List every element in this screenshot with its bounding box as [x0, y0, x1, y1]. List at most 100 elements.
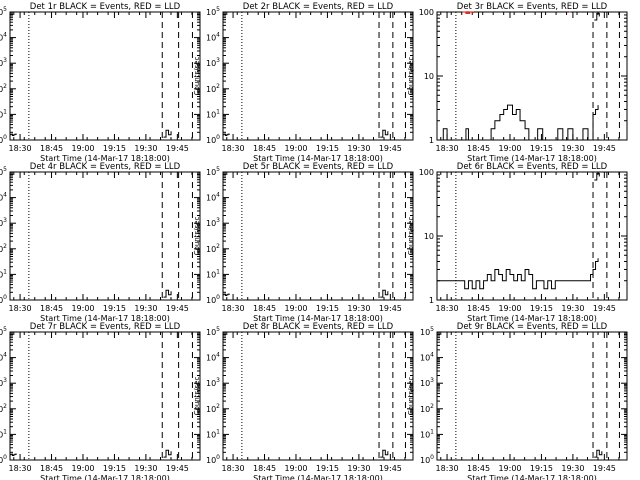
x-axis-label: Start Time (14-Mar-17 18:18:00): [467, 314, 597, 323]
x-tick-label: 19:30: [134, 464, 157, 473]
x-tick-label: 18:30: [222, 144, 245, 153]
x-tick-label: 18:45: [253, 304, 276, 313]
series-line-2: [380, 129, 389, 138]
plot-frame: [222, 11, 414, 141]
y-tick-label: 105: [0, 166, 7, 177]
y-tick-label: 102: [0, 403, 7, 414]
plot-frame: [9, 11, 201, 141]
x-tick-label: 18:30: [436, 304, 459, 313]
detector-panel-2: Det 2r BLACK = Events, RED = LLD Counts/s…: [193, 2, 414, 163]
y-tick-label: 100: [206, 294, 220, 305]
x-tick-label: 19:15: [530, 304, 553, 313]
x-tick-label: 18:30: [9, 304, 32, 313]
y-tick-label: 104: [0, 192, 7, 203]
x-tick-label: 19:15: [316, 304, 339, 313]
x-tick-label: 19:45: [166, 144, 189, 153]
detector-panel-8: Det 8r BLACK = Events, RED = LLD Counts/s…: [193, 322, 414, 480]
y-tick-label: 102: [0, 243, 7, 254]
x-tick-label: 18:30: [9, 144, 32, 153]
x-tick-label: 18:45: [253, 144, 276, 153]
y-axis-label: Counts/sec: [193, 377, 201, 416]
detector-panel-5: Det 5r BLACK = Events, RED = LLD Counts/s…: [193, 162, 414, 323]
x-tick-label: 19:00: [71, 144, 94, 153]
y-axis-label: Counts/sec: [407, 57, 415, 96]
x-tick-label: 19:30: [134, 304, 157, 313]
x-tick-label: 19:45: [593, 144, 616, 153]
series-line-2: [380, 289, 389, 298]
x-tick-label: 19:00: [284, 144, 307, 153]
series-line-1: [594, 449, 603, 458]
y-tick-label: 105: [0, 6, 7, 17]
y-tick-label: 10: [424, 72, 434, 81]
y-tick-label: 1: [429, 136, 434, 145]
y-tick-label: 100: [0, 134, 7, 145]
x-tick-label: 18:45: [467, 144, 490, 153]
x-tick-label: 19:15: [530, 464, 553, 473]
y-axis-label: Counts/sec: [407, 377, 415, 416]
detector-panel-9: Det 9r BLACK = Events, RED = LLD Counts/s…: [407, 322, 628, 480]
panel-title: Det 9r BLACK = Events, RED = LLD: [457, 322, 608, 332]
y-tick-label: 104: [206, 352, 220, 363]
y-tick-label: 105: [206, 166, 220, 177]
y-tick-label: 100: [0, 454, 7, 465]
series-line-1: [380, 449, 389, 458]
y-tick-label: 103: [0, 57, 7, 68]
series-line-2: [163, 129, 172, 138]
x-tick-label: 18:45: [467, 464, 490, 473]
x-tick-label: 19:15: [103, 464, 126, 473]
y-tick-label: 104: [206, 32, 220, 43]
y-tick-label: 104: [420, 352, 434, 363]
detector-panel-3: Det 3r BLACK = Events, RED = LLD Counts/s…: [407, 2, 628, 163]
y-tick-label: 101: [0, 268, 7, 279]
x-axis-label: Start Time (14-Mar-17 18:18:00): [40, 474, 170, 480]
y-tick-label: 103: [206, 57, 220, 68]
x-tick-label: 19:00: [71, 464, 94, 473]
x-tick-label: 19:15: [103, 144, 126, 153]
panel-title: Det 7r BLACK = Events, RED = LLD: [30, 322, 181, 332]
x-tick-label: 19:30: [347, 144, 370, 153]
y-tick-label: 102: [0, 83, 7, 94]
plot-frame: [436, 331, 628, 461]
y-tick-label: 101: [0, 108, 7, 119]
y-tick-label: 100: [419, 168, 434, 177]
series-line-1: [223, 133, 230, 136]
x-axis-label: Start Time (14-Mar-17 18:18:00): [253, 154, 383, 163]
x-axis-label: Start Time (14-Mar-17 18:18:00): [253, 474, 383, 480]
x-axis-label: Start Time (14-Mar-17 18:18:00): [40, 154, 170, 163]
y-tick-label: 101: [206, 268, 220, 279]
y-tick-label: 102: [206, 83, 220, 94]
x-tick-label: 19:30: [561, 304, 584, 313]
detector-panel-7: Det 7r BLACK = Events, RED = LLD Counts/s…: [0, 322, 201, 480]
x-tick-label: 19:15: [316, 464, 339, 473]
y-tick-label: 103: [206, 217, 220, 228]
y-tick-label: 1: [429, 296, 434, 305]
series-line-2: [462, 11, 474, 14]
panel-title: Det 8r BLACK = Events, RED = LLD: [243, 322, 394, 332]
x-axis-label: Start Time (14-Mar-17 18:18:00): [40, 314, 170, 323]
x-tick-label: 19:30: [347, 464, 370, 473]
plot-frame: [9, 171, 201, 301]
x-tick-label: 18:45: [253, 464, 276, 473]
x-tick-label: 19:30: [347, 304, 370, 313]
series-line-1: [437, 104, 599, 141]
plot-frame: [436, 11, 628, 141]
x-tick-label: 18:30: [436, 144, 459, 153]
detector-panel-1: Det 1r BLACK = Events, RED = LLD Counts/s…: [0, 2, 201, 163]
y-tick-label: 101: [206, 428, 220, 439]
x-tick-label: 18:30: [436, 464, 459, 473]
x-tick-label: 19:00: [284, 464, 307, 473]
y-tick-label: 100: [0, 294, 7, 305]
x-tick-label: 19:45: [593, 304, 616, 313]
plot-frame: [9, 331, 201, 461]
x-tick-label: 19:30: [561, 144, 584, 153]
detector-panel-4: Det 4r BLACK = Events, RED = LLD Counts/s…: [0, 162, 201, 323]
x-tick-label: 18:45: [40, 464, 63, 473]
plot-frame: [436, 171, 628, 301]
plot-frame: [222, 171, 414, 301]
x-tick-label: 19:45: [593, 464, 616, 473]
x-tick-label: 19:00: [498, 464, 521, 473]
y-axis-label: Counts/sec: [193, 217, 201, 256]
y-tick-label: 105: [0, 326, 7, 337]
series-line-2: [594, 172, 600, 181]
